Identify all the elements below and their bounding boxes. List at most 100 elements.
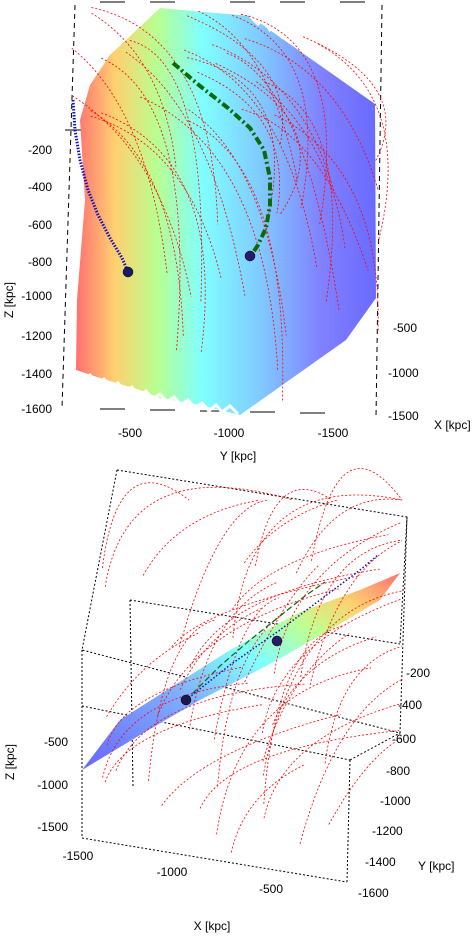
bottom-red-trajectory xyxy=(178,499,269,648)
bottom-y-tick: -1000 xyxy=(380,794,411,808)
top-z-tick: -1200 xyxy=(21,329,52,343)
bottom-red-trajectory xyxy=(213,597,279,740)
bottom-z-ticks: -500 -1000 -1500 xyxy=(37,735,68,834)
bottom-y-tick: -600 xyxy=(392,732,416,746)
top-red-trajectory xyxy=(318,43,389,243)
bottom-green-trajectory xyxy=(185,581,326,701)
bottom-red-trajectory xyxy=(115,683,307,771)
bottom-red-trajectory xyxy=(189,568,380,668)
top-red-trajectory xyxy=(101,57,181,351)
top-y-tick: -1500 xyxy=(318,426,349,440)
top-box-edges xyxy=(61,4,383,419)
top-red-trajectory xyxy=(232,15,309,209)
bottom-red-trajectory xyxy=(104,487,294,587)
top-y-ticks: -500 -1000 -1500 xyxy=(118,426,349,440)
bottom-y-ticks: -200 -400 -600 -800 -1000 -1200 -1400 -1… xyxy=(358,666,430,900)
bottom-red-trajectory xyxy=(309,540,403,686)
top-red-trajectory xyxy=(256,81,346,250)
bottom-red-trajectory xyxy=(255,489,333,566)
bottom-red-trajectory xyxy=(106,632,200,717)
top-x-tick: -500 xyxy=(393,321,417,335)
bottom-marker-lower xyxy=(180,694,192,706)
bottom-red-trajectory xyxy=(199,730,400,809)
top-surface-sawtooth-bottom xyxy=(74,370,240,416)
top-z-tick: -1400 xyxy=(21,367,52,381)
bottom-panel: -500 -1000 -1500 Z [kpc] -1500 -1000 -50… xyxy=(3,468,454,933)
top-z-tick: -1000 xyxy=(21,289,52,303)
bottom-red-trajectory xyxy=(299,679,403,844)
bottom-x-tick: -500 xyxy=(259,882,283,896)
bottom-red-trajectory xyxy=(263,625,343,804)
top-y-tick: -500 xyxy=(118,426,142,440)
bottom-z-tick: -1500 xyxy=(37,820,68,834)
top-red-trajectory xyxy=(197,71,280,214)
bottom-red-trajectory xyxy=(300,539,403,678)
bottom-red-trajectories xyxy=(102,468,403,853)
top-x-tick: -1000 xyxy=(388,366,419,380)
bottom-z-axis-label: Z [kpc] xyxy=(3,744,17,780)
top-marker-green-end xyxy=(244,250,256,262)
bottom-red-trajectory xyxy=(324,645,403,764)
bottom-y-tick: -1600 xyxy=(358,886,389,900)
top-z-tick: -400 xyxy=(28,180,52,194)
bottom-red-trajectory xyxy=(102,482,190,569)
bottom-red-trajectory xyxy=(188,582,277,730)
bottom-y-tick: -1200 xyxy=(372,824,403,838)
bottom-red-trajectory xyxy=(232,494,403,638)
top-red-trajectory xyxy=(91,12,177,167)
top-red-trajectory xyxy=(71,95,192,298)
bottom-red-trajectory xyxy=(328,737,403,825)
top-red-trajectory xyxy=(240,13,328,224)
top-red-trajectory xyxy=(71,47,168,274)
top-red-trajectory xyxy=(264,81,334,302)
top-z-tick: -200 xyxy=(28,143,52,157)
top-z-tick: -1600 xyxy=(21,402,52,416)
bottom-x-tick: -1500 xyxy=(63,849,94,863)
bottom-red-trajectory xyxy=(148,619,217,781)
bottom-y-tick: -1400 xyxy=(365,855,396,869)
bottom-red-trajectory xyxy=(232,534,389,610)
bottom-z-tick: -500 xyxy=(44,735,68,749)
bottom-blue-trajectory xyxy=(185,554,379,701)
top-x-tick: -1500 xyxy=(388,409,419,423)
bottom-box-edges xyxy=(81,469,408,883)
top-surface-sawtooth-edge xyxy=(248,14,378,101)
bottom-red-trajectory xyxy=(216,667,372,835)
bottom-red-trajectory xyxy=(243,499,338,564)
bottom-z-tick: -1000 xyxy=(37,778,68,792)
bottom-x-axis-label: X [kpc] xyxy=(194,919,231,933)
top-z-tick: -800 xyxy=(28,255,52,269)
top-z-ticks: -200 -400 -600 -800 -1000 -1200 -1400 -1… xyxy=(21,143,52,416)
top-red-trajectory xyxy=(101,112,206,353)
bottom-red-trajectory xyxy=(262,633,350,762)
top-red-trajectory xyxy=(125,51,246,296)
top-surface xyxy=(76,8,376,415)
top-red-trajectory xyxy=(184,49,318,268)
top-red-trajectory xyxy=(226,52,340,310)
top-red-trajectory xyxy=(90,110,184,337)
top-red-trajectory xyxy=(244,38,379,190)
bottom-red-trajectory xyxy=(179,608,262,690)
top-red-trajectory xyxy=(241,109,369,271)
bottom-y-tick: -200 xyxy=(406,666,430,680)
bottom-red-trajectory xyxy=(106,666,243,746)
top-red-trajectory xyxy=(90,115,222,280)
top-z-tick: -600 xyxy=(28,218,52,232)
bottom-red-trajectory xyxy=(102,682,250,778)
top-marker-blue-end xyxy=(122,266,134,278)
top-red-trajectory xyxy=(187,57,275,226)
top-red-trajectory xyxy=(186,15,283,145)
top-x-ticks: -500 -1000 -1500 xyxy=(388,321,419,423)
bottom-x-tick: -1000 xyxy=(157,865,188,879)
bottom-red-trajectory xyxy=(217,611,286,787)
top-y-tick: -1000 xyxy=(214,426,245,440)
top-red-trajectories xyxy=(71,7,389,401)
bottom-red-trajectory xyxy=(161,713,341,806)
top-x-axis-label: X [kpc] xyxy=(434,418,471,432)
bottom-y-tick: -800 xyxy=(386,764,410,778)
bottom-x-ticks: -1500 -1000 -500 xyxy=(63,849,284,896)
top-red-trajectory xyxy=(188,109,287,336)
top-red-trajectory xyxy=(140,96,279,372)
bottom-red-trajectory xyxy=(230,764,304,853)
bottom-red-trajectory xyxy=(171,575,361,648)
